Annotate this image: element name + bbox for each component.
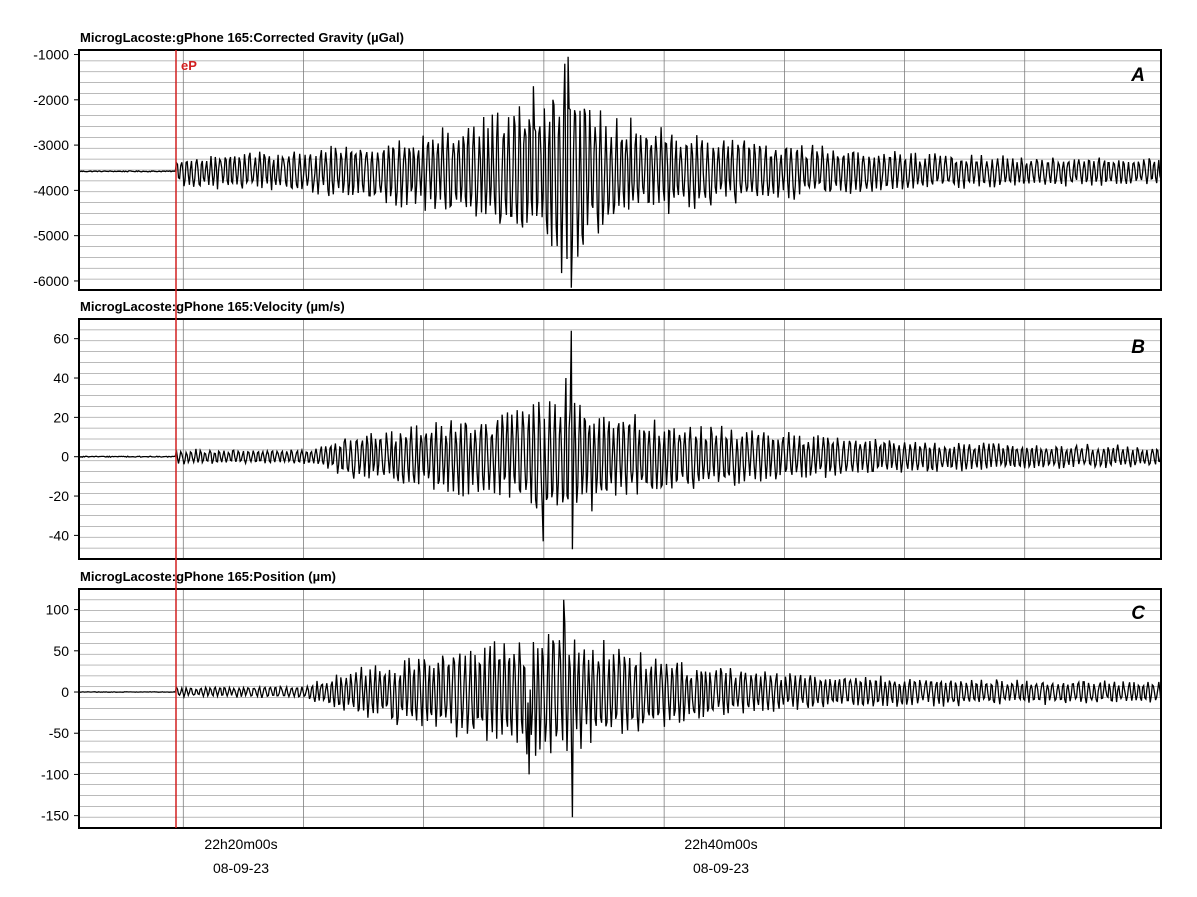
trace-line (78, 599, 1162, 818)
panel-label: A (1130, 65, 1145, 86)
panel-velocity: MicrogLacoste:gPhone 165:Velocity (µm/s)… (49, 299, 1162, 560)
y-tick-label: -100 (41, 766, 69, 782)
y-tick-label: 40 (53, 370, 69, 386)
panel-label: B (1131, 337, 1145, 358)
x-tick-time: 22h40m00s (684, 836, 757, 852)
plot-frame (78, 588, 1162, 829)
y-tick-label: -4000 (33, 182, 69, 198)
y-tick-label: -150 (41, 808, 69, 824)
y-tick-label: 0 (61, 684, 69, 700)
x-tick-date: 08-09-23 (693, 860, 749, 876)
panel-label: C (1131, 603, 1145, 624)
y-axis-ticks: 100 50 0 -50 -100 -150 (41, 602, 79, 824)
y-tick-label: 50 (53, 643, 69, 659)
y-tick-label: -1000 (33, 47, 69, 63)
y-tick-label: 20 (53, 409, 69, 425)
trace-line (78, 330, 1162, 550)
y-tick-label: -3000 (33, 137, 69, 153)
y-tick-label: 0 (61, 449, 69, 465)
panel-corrected-gravity: MicrogLacoste:gPhone 165:Corrected Gravi… (33, 30, 1162, 291)
y-tick-label: -20 (49, 488, 69, 504)
y-tick-label: 60 (53, 331, 69, 347)
y-tick-label: 100 (46, 602, 70, 618)
event-marker-label: eP (181, 58, 197, 73)
y-tick-label: -2000 (33, 92, 69, 108)
trace-line (78, 56, 1162, 288)
panel-title: MicrogLacoste:gPhone 165:Velocity (µm/s) (80, 299, 345, 314)
y-tick-label: -40 (49, 527, 69, 543)
y-axis-ticks: 60 40 20 0 -20 -40 (49, 331, 79, 543)
grid (79, 50, 1161, 290)
y-tick-label: -5000 (33, 228, 69, 244)
y-axis-ticks: -1000 -2000 -3000 -4000 -5000 -6000 (33, 47, 79, 289)
panel-position: MicrogLacoste:gPhone 165:Position (µm) 1… (41, 569, 1162, 829)
x-axis: 22h20m00s 08-09-23 22h40m00s 08-09-23 (204, 836, 757, 876)
y-tick-label: -6000 (33, 273, 69, 289)
panel-title: MicrogLacoste:gPhone 165:Corrected Gravi… (80, 30, 404, 45)
x-tick-time: 22h20m00s (204, 836, 277, 852)
panel-title: MicrogLacoste:gPhone 165:Position (µm) (80, 569, 336, 584)
y-tick-label: -50 (49, 725, 69, 741)
x-tick-date: 08-09-23 (213, 860, 269, 876)
plot-frame (78, 49, 1162, 291)
plot-frame (78, 318, 1162, 560)
